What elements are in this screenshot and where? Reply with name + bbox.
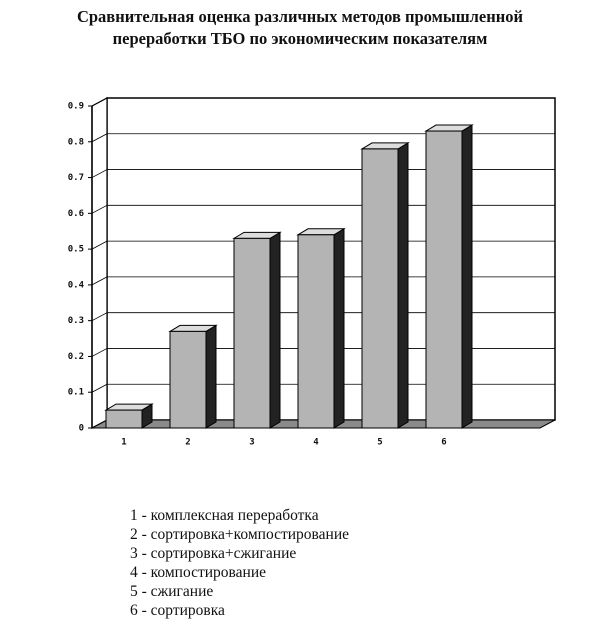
legend-item: 4 - компостирование	[130, 564, 266, 581]
legend-item: 5 - сжигание	[130, 583, 213, 600]
y-tick-label: 0.4	[68, 280, 85, 290]
x-tick-label: 3	[249, 438, 254, 448]
legend-item: 1 - комплексная переработка	[130, 507, 319, 524]
bar-front	[169, 330, 207, 429]
legend-item: 2 - сортировка+компостирование	[130, 526, 349, 543]
legend-number: 2	[130, 526, 138, 543]
bar	[296, 227, 346, 429]
chart-title: Сравнительная оценка различных методов п…	[77, 7, 524, 26]
grid-line	[91, 240, 108, 250]
grid-line	[91, 348, 108, 357]
legend-number: 3	[130, 545, 138, 562]
y-tick-label: 0.7	[68, 173, 84, 183]
x-tick-label: 6	[441, 438, 446, 448]
legend-separator: -	[138, 564, 151, 581]
bar-front	[297, 234, 335, 429]
legend-number: 1	[130, 507, 138, 524]
legend-text: сортировка	[151, 602, 225, 619]
side-wall	[91, 97, 108, 429]
x-tick-label: 5	[377, 438, 382, 448]
bar	[424, 124, 474, 429]
y-tick-label: 0.6	[68, 209, 84, 219]
y-tick-label: 0.2	[68, 352, 84, 362]
y-tick-label: 0	[79, 424, 84, 434]
legend-text: сортировка+компостирование	[151, 526, 349, 543]
x-tick-label: 1	[121, 438, 126, 448]
y-tick-label: 0.8	[68, 137, 84, 147]
legend-text: компостирование	[151, 564, 266, 581]
bar-front	[233, 237, 271, 429]
legend-text: сортировка+сжигание	[151, 545, 297, 562]
grid-line	[91, 276, 108, 286]
bar-front	[105, 409, 143, 429]
legend-separator: -	[138, 507, 151, 524]
legend-number: 5	[130, 583, 138, 600]
x-tick-label: 4	[313, 438, 319, 448]
grid-line	[91, 97, 108, 107]
legend-separator: -	[138, 526, 151, 543]
bar-side	[205, 324, 217, 429]
x-tick-label: 2	[185, 438, 190, 448]
legend-number: 6	[130, 602, 138, 619]
grid-line	[91, 133, 108, 143]
legend-item: 3 - сортировка+сжигание	[130, 545, 296, 562]
bar-front	[425, 130, 463, 429]
legend-separator: -	[138, 583, 151, 600]
legend-number: 4	[130, 564, 138, 581]
chart-title: переработки ТБО по экономическим показат…	[113, 29, 488, 48]
bar	[104, 403, 154, 429]
bar	[360, 142, 410, 429]
bar	[168, 324, 218, 429]
y-tick-label: 0.3	[68, 316, 84, 326]
legend-separator: -	[138, 545, 151, 562]
legend-separator: -	[138, 602, 151, 619]
y-tick-label: 0.5	[68, 245, 84, 255]
bar-front	[361, 148, 399, 429]
bar-side	[461, 124, 473, 429]
bar-side	[397, 142, 409, 429]
grid-line	[91, 383, 108, 393]
bar-side	[333, 227, 345, 429]
grid-line	[91, 204, 108, 214]
legend-text: комплексная переработка	[151, 507, 319, 524]
legend-text: сжигание	[151, 583, 214, 600]
legend-item: 6 - сортировка	[130, 602, 225, 619]
grid-line	[91, 312, 108, 322]
y-tick-label: 0.1	[68, 388, 84, 398]
grid-line	[91, 169, 108, 178]
bar	[232, 231, 282, 429]
y-tick-label: 0.9	[68, 102, 84, 112]
bar-side	[269, 231, 281, 429]
